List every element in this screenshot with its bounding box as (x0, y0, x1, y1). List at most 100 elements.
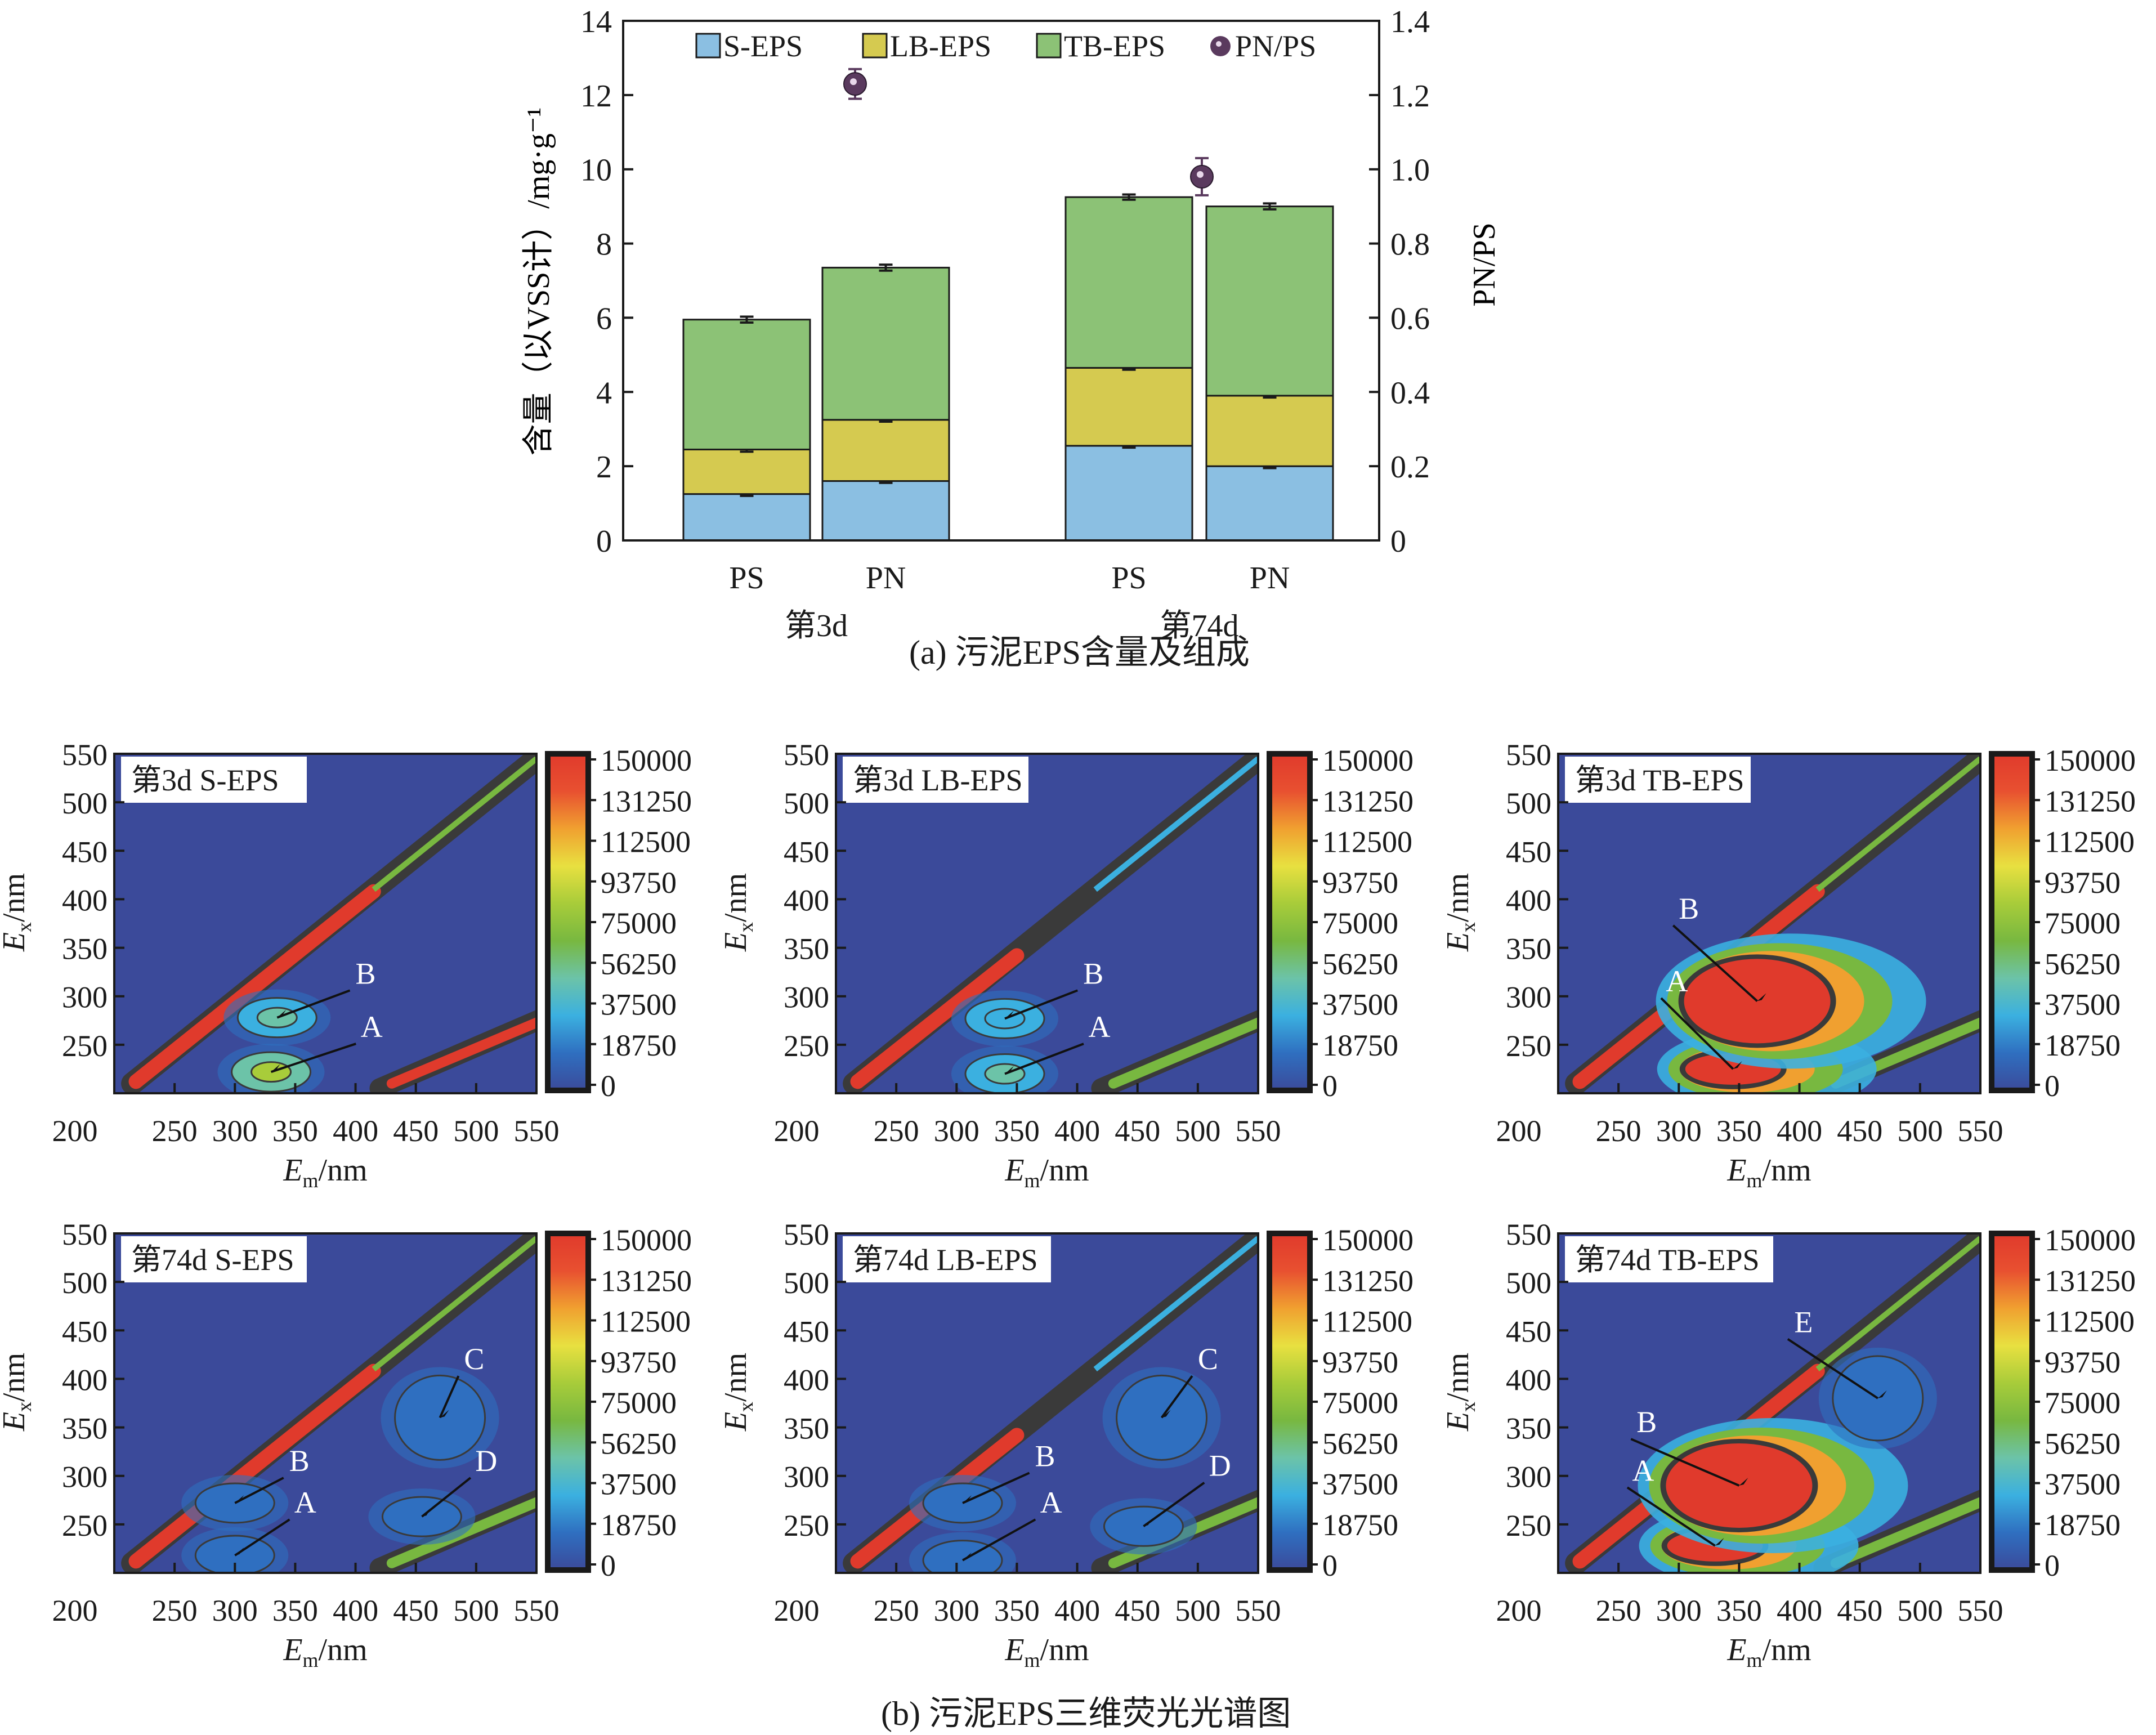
y-axis-label-sub: x (735, 922, 757, 932)
x-tick-label: 200 (774, 1594, 820, 1627)
y-axis-label: Ex/nm (718, 1353, 757, 1432)
y-tick-label: 500 (784, 786, 829, 820)
rayleigh-scatter-tail (1093, 756, 1258, 892)
y-right-tick-label: 0.8 (1390, 227, 1430, 262)
x-tick-label: 350 (994, 1114, 1040, 1148)
colorbar-tick-label: 75000 (1322, 906, 1398, 940)
y-tick-label: 550 (1506, 1218, 1551, 1251)
peak-arrow (1143, 1482, 1205, 1527)
y-tick-label: 350 (784, 1412, 829, 1446)
panel-title-box (121, 1236, 307, 1282)
rayleigh-scatter-core (128, 884, 381, 1089)
y-tick-label: 500 (1506, 786, 1551, 820)
x-axis-label-sub: m (303, 1169, 319, 1192)
y-tick-label: 350 (1506, 932, 1551, 966)
x-axis-label: Em/nm (283, 1153, 367, 1192)
colorbar-tick-label: 131250 (1322, 1264, 1414, 1298)
x-axis-label-unit: /nm (1763, 1633, 1811, 1667)
colorbar-tick-label: 150000 (2045, 744, 2136, 777)
x-tick-label: 250 (152, 1594, 198, 1627)
colorbar-tick-label: 93750 (601, 1345, 677, 1379)
pnps-point-highlight (1197, 171, 1204, 178)
colorbar-tick-label: 112500 (2045, 1305, 2135, 1339)
x-axis-label-sub: m (303, 1649, 319, 1671)
arrow-head (271, 1064, 280, 1072)
y-tick-label: 0 (596, 524, 612, 559)
legend-label: LB-EPS (890, 29, 991, 63)
peak-label: A (1089, 1010, 1111, 1044)
colorbar-tick-label: 56250 (1322, 1427, 1398, 1460)
eem-panel: A B 第3d TB-EPS 200 250 300 350 400 450 500 550 250 3… (1441, 738, 2136, 1192)
x-axis-label-main: E (283, 1153, 302, 1188)
y-tick-label: 550 (784, 1218, 829, 1251)
colorbar-tick-label: 93750 (2045, 866, 2121, 900)
bar-tb-eps (1205, 205, 1334, 397)
x-axis-label: Em/nm (1726, 1633, 1811, 1671)
y-tick-label: 400 (62, 1363, 108, 1397)
x-axis-label: Em/nm (1004, 1633, 1089, 1671)
y-tick-label: 350 (62, 932, 108, 966)
x-axis-label-sub: m (1747, 1169, 1763, 1192)
y-right-tick-label: 1.4 (1390, 5, 1430, 39)
y-axis-label-unit: /nm (718, 873, 753, 922)
peak-label: C (1198, 1342, 1218, 1376)
y-tick-label: 14 (580, 5, 612, 39)
x-tick-label: 450 (1837, 1114, 1882, 1148)
colorbar-tick-label: 75000 (601, 906, 677, 940)
x-tick-label: 300 (212, 1594, 258, 1627)
x-tick-label: 550 (1236, 1594, 1281, 1627)
arrow-head (963, 1495, 972, 1503)
caption-a: (a) 污泥EPS含量及组成 (909, 634, 1250, 671)
x-tick-label: 450 (393, 1594, 439, 1627)
colorbar-tick-label: 131250 (2045, 1264, 2136, 1298)
legend: S-EPS LB-EPS TB-EPS PN/PS (695, 29, 1316, 63)
x-axis-label-main: E (1004, 1633, 1024, 1667)
arrow-head (1877, 1390, 1887, 1398)
stacked-bar-chart: PS PN PS PN 第3d 第74d 0 2 4 6 8 10 12 14 0 0.2 0.4 0.6 0.8 1… (521, 5, 1502, 643)
y-axis-label-main: E (718, 932, 753, 952)
panel-title: 第3d LB-EPS (853, 763, 1023, 797)
peak-arrow (1160, 1375, 1193, 1419)
y-axis-label: Ex/nm (1441, 1353, 1479, 1432)
y-tick-label: 400 (784, 1363, 829, 1397)
x-tick-label: 400 (1777, 1114, 1822, 1148)
x-tick-label: PS (729, 561, 764, 596)
y-tick-label: 6 (596, 301, 612, 336)
peak-arrow (1004, 1043, 1084, 1075)
y-tick-label: 300 (784, 1460, 829, 1494)
plot-frame (1557, 1232, 1981, 1574)
x-tick-label: 400 (333, 1594, 378, 1627)
y-tick-label: 450 (62, 1314, 108, 1348)
y-tick-label: 400 (62, 883, 108, 917)
colorbar-tick-label: 112500 (601, 825, 691, 859)
y-axis-label: Ex/nm (0, 873, 35, 952)
x-tick-label: PN (1250, 561, 1290, 596)
colorbar-tick-label: 37500 (1322, 988, 1398, 1022)
y-tick-label: 250 (1506, 1509, 1551, 1542)
y-tick-label: 500 (784, 1266, 829, 1300)
y-axis-label-unit: /nm (0, 1353, 32, 1402)
y-tick-label: 250 (62, 1509, 108, 1542)
pnps-point-highlight (850, 78, 857, 86)
plot-frame (1557, 753, 1981, 1094)
peak-arrow (1630, 1438, 1740, 1487)
colorbar-tick-label: 150000 (1322, 1223, 1414, 1257)
bar-s-eps (1064, 445, 1193, 542)
x-tick-label: 300 (934, 1114, 979, 1148)
bar-tb-eps (821, 266, 950, 421)
colorbar-tick-label: 37500 (601, 988, 677, 1022)
bar-s-eps (682, 493, 811, 542)
x-axis-label-main: E (1726, 1633, 1746, 1667)
x-axis-label: Em/nm (283, 1633, 367, 1671)
y-tick-label: 350 (1506, 1412, 1551, 1446)
panel-title-box (1565, 1236, 1773, 1282)
x-tick-label: 500 (1175, 1114, 1220, 1148)
x-tick-label: 250 (874, 1114, 919, 1148)
x-tick-label: 200 (52, 1594, 98, 1627)
arrow-head (1005, 1066, 1014, 1074)
peak-arrow (234, 1477, 284, 1504)
colorbar (545, 1231, 591, 1573)
x-tick-label: 350 (272, 1114, 318, 1148)
peak-label: C (464, 1342, 484, 1376)
x-tick-label: 550 (514, 1114, 560, 1148)
